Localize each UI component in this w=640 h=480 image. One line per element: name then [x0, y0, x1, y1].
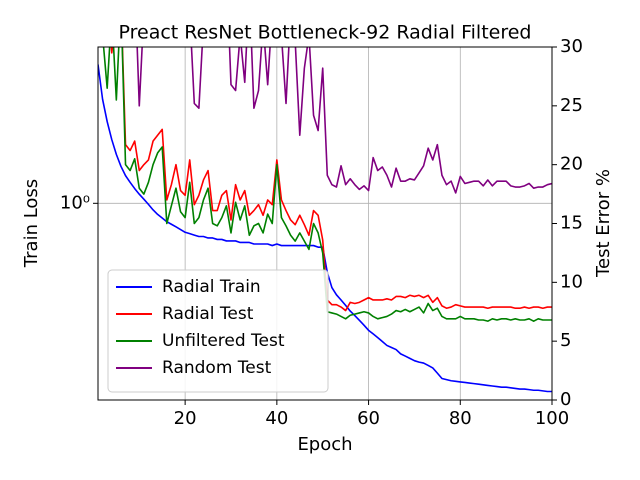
- y2-tick-label: 15: [560, 213, 583, 234]
- x-tick-label: 80: [449, 408, 472, 429]
- legend-label: Radial Train: [162, 277, 261, 297]
- chart-title: Preact ResNet Bottleneck-92 Radial Filte…: [118, 22, 531, 44]
- y2-axis-label: Test Error %: [593, 169, 614, 278]
- axes: 20 40 60 80 100 10⁰ 0 5 10 15 20 25 30: [60, 36, 583, 429]
- series-line: [136, 47, 552, 194]
- x-axis-label: Epoch: [297, 434, 352, 455]
- x-tick-label: 100: [535, 408, 569, 429]
- legend-box: [107, 269, 329, 393]
- y2-tick-label: 10: [560, 271, 583, 292]
- legend-label: Unfiltered Test: [162, 331, 285, 351]
- legend-label: Radial Test: [162, 304, 254, 324]
- y2-tick-label: 0: [560, 389, 571, 410]
- y2-tick-label: 20: [560, 154, 583, 175]
- legend-label: Random Test: [162, 358, 272, 378]
- x-tick-label: 60: [357, 408, 380, 429]
- y2-tick-label: 25: [560, 95, 583, 116]
- y2-tick-label: 30: [560, 36, 583, 57]
- y-axis-label: Train Loss: [21, 179, 42, 268]
- y-tick-label: 10⁰: [60, 192, 90, 213]
- y2-tick-label: 5: [560, 330, 571, 351]
- legend: Radial Train Radial Test Unfiltered Test Ra…: [107, 269, 329, 393]
- x-tick-label: 20: [174, 408, 197, 429]
- x-tick-label: 40: [265, 408, 288, 429]
